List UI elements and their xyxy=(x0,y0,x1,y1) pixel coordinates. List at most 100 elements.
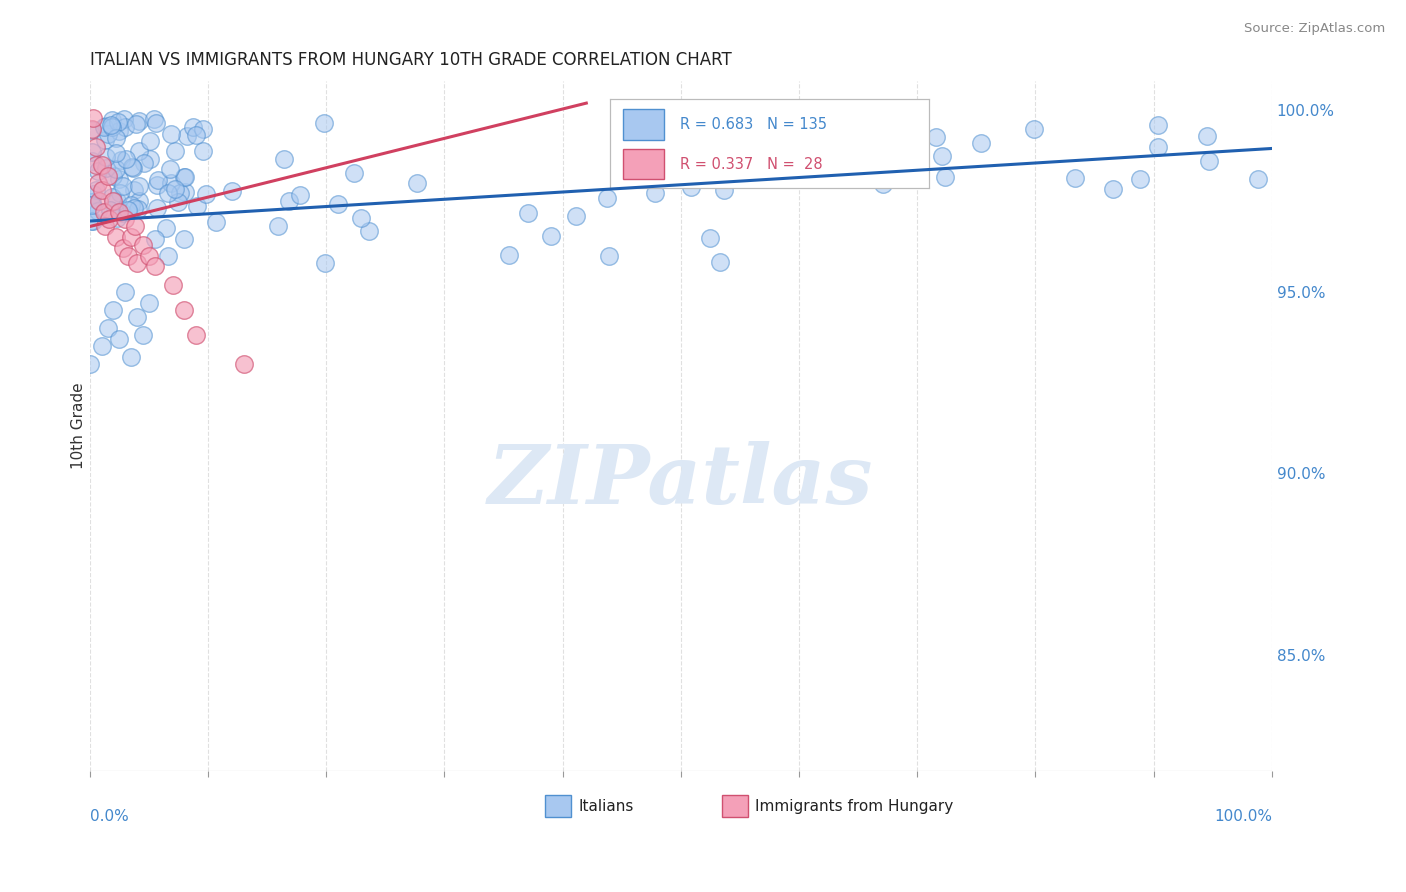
Bar xyxy=(546,795,571,817)
Point xyxy=(90,339,112,353)
Point xyxy=(80,214,103,228)
Point xyxy=(312,116,335,130)
Point xyxy=(114,285,136,299)
Point xyxy=(124,219,146,234)
Point xyxy=(195,186,218,201)
Point xyxy=(821,167,844,181)
Point xyxy=(122,201,145,215)
Point xyxy=(115,152,138,166)
Point xyxy=(90,158,112,172)
Point xyxy=(84,183,107,197)
Point xyxy=(811,159,834,173)
Point xyxy=(931,149,953,163)
Point xyxy=(132,237,155,252)
Point xyxy=(104,230,127,244)
Point xyxy=(155,221,177,235)
Point xyxy=(120,350,142,364)
Point xyxy=(103,194,125,208)
Point xyxy=(872,177,894,191)
Point xyxy=(273,152,295,166)
Point xyxy=(699,231,721,245)
Point xyxy=(1064,170,1087,185)
Point xyxy=(94,151,117,165)
Point xyxy=(105,194,128,208)
Point xyxy=(143,112,166,126)
Text: Source: ZipAtlas.com: Source: ZipAtlas.com xyxy=(1244,22,1385,36)
Point xyxy=(89,194,111,208)
Text: ITALIAN VS IMMIGRANTS FROM HUNGARY 10TH GRADE CORRELATION CHART: ITALIAN VS IMMIGRANTS FROM HUNGARY 10TH … xyxy=(90,51,731,69)
Point xyxy=(114,212,136,227)
Point xyxy=(1247,172,1270,186)
Point xyxy=(498,248,520,262)
Point xyxy=(80,194,103,209)
Point xyxy=(162,277,184,292)
Point xyxy=(94,219,117,234)
Point xyxy=(290,187,312,202)
Point xyxy=(267,219,290,233)
Point xyxy=(97,212,120,227)
Point xyxy=(232,357,254,371)
Point xyxy=(87,163,110,178)
Point xyxy=(132,328,155,343)
Point xyxy=(713,183,735,197)
Point xyxy=(82,213,104,227)
Point xyxy=(94,161,117,175)
Point xyxy=(163,182,186,196)
Point xyxy=(540,228,562,243)
Point xyxy=(157,186,180,200)
Point xyxy=(108,123,131,137)
Point xyxy=(80,123,103,137)
Point xyxy=(120,198,142,212)
Text: Immigrants from Hungary: Immigrants from Hungary xyxy=(755,799,953,814)
Point xyxy=(87,176,110,190)
Point xyxy=(107,172,129,186)
Point xyxy=(138,295,160,310)
Point xyxy=(186,328,208,343)
Point xyxy=(84,158,107,172)
Point xyxy=(112,206,135,220)
Point xyxy=(851,146,873,161)
Point xyxy=(117,202,139,217)
Point xyxy=(127,310,149,325)
Point xyxy=(84,139,107,153)
Point xyxy=(1147,118,1170,132)
Text: ZIPatlas: ZIPatlas xyxy=(488,442,873,521)
Point xyxy=(82,111,104,125)
Point xyxy=(93,120,115,134)
Point xyxy=(120,230,142,244)
Point xyxy=(1198,154,1220,169)
Point xyxy=(146,201,169,215)
Point xyxy=(934,169,956,184)
Text: Italians: Italians xyxy=(578,799,634,814)
Point xyxy=(128,179,150,194)
Point xyxy=(145,116,167,130)
Point xyxy=(799,117,821,131)
Point xyxy=(121,160,143,174)
Point xyxy=(100,118,122,132)
Point xyxy=(343,166,366,180)
Point xyxy=(97,169,120,183)
Point xyxy=(82,121,104,136)
Point xyxy=(176,129,198,144)
Point xyxy=(117,248,139,262)
Point xyxy=(97,127,120,141)
Point xyxy=(174,185,197,199)
Point xyxy=(406,176,429,190)
Point xyxy=(181,120,204,134)
Point xyxy=(970,136,993,150)
Point xyxy=(205,215,228,229)
Point xyxy=(326,196,349,211)
Point xyxy=(1022,122,1045,136)
Point xyxy=(598,249,620,263)
Point xyxy=(160,176,183,190)
Point xyxy=(143,232,166,246)
Point xyxy=(94,119,117,133)
Point xyxy=(174,170,197,185)
Point xyxy=(139,152,162,166)
Point xyxy=(925,130,948,145)
Point xyxy=(681,180,703,194)
Point xyxy=(156,249,179,263)
Point xyxy=(139,134,162,148)
Point xyxy=(97,321,120,335)
Point xyxy=(101,189,124,203)
